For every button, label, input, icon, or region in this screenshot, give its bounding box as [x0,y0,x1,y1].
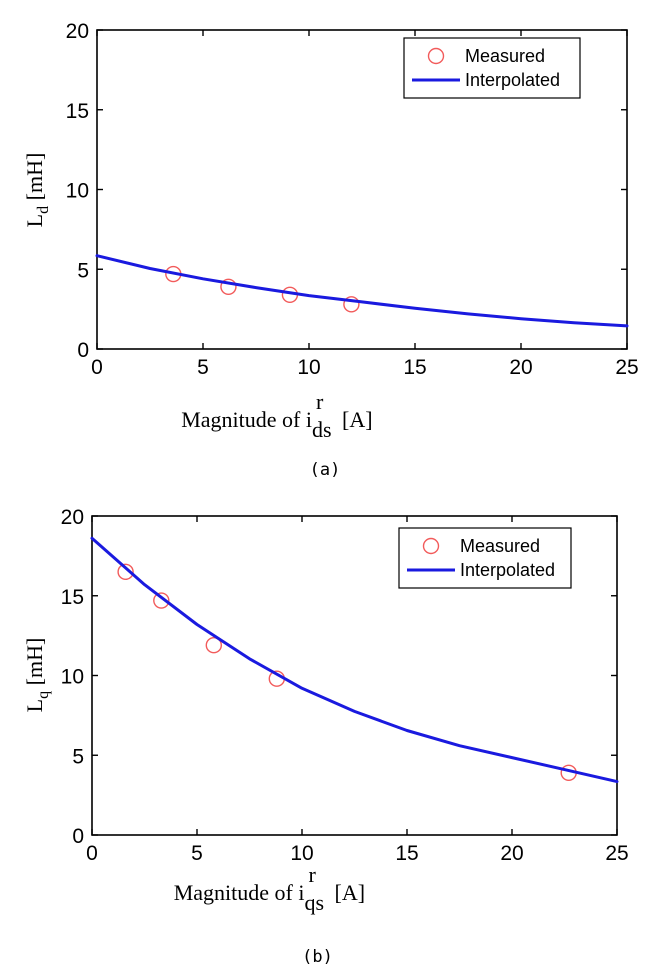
x-axis-label-prefix: Magnitude of i [181,407,312,432]
x-tick-label: 0 [91,356,103,379]
legend-label-measured: Measured [465,46,545,66]
legend-label-measured: Measured [460,536,540,556]
chart-a: 0 5 10 15 20 25 0 5 10 15 20 Measured Interpolated Ld… [22,20,639,480]
x-tick-label: 10 [297,356,320,379]
x-axis-label-subscript: ds [312,417,332,442]
x-tick-label: 25 [605,842,628,865]
series-line-interpolated [95,254,629,328]
legend-label-interpolated: Interpolated [460,560,555,580]
y-axis-label-base: L [22,699,47,712]
x-tick-label: 5 [197,356,209,379]
y-tick-label: 10 [61,666,84,689]
y-axis-label-unit: [mH] [22,153,47,206]
y-tick-label: 20 [66,20,89,43]
figure-caption: (a) [310,460,341,480]
x-tick-label: 0 [86,842,98,865]
x-axis-label-unit: [A] [342,407,373,432]
y-tick-label: 5 [77,259,89,282]
y-axis-label-unit: [mH] [22,638,47,691]
y-tick-label: 5 [72,745,84,768]
x-tick-label: 15 [395,842,418,865]
data-point-measured [153,592,170,609]
legend-label-interpolated: Interpolated [465,70,560,90]
x-tick-label: 20 [509,356,532,379]
x-tick-label: 25 [615,356,638,379]
x-axis-label-prefix: Magnitude of i [174,880,305,905]
series-line-interpolated [90,536,619,784]
legend-marker-measured [427,47,445,65]
x-axis-label-superscript: r [316,389,324,414]
y-tick-label: 20 [61,506,84,529]
x-axis-label-superscript: r [309,862,317,887]
x-tick-label: 20 [500,842,523,865]
x-tick-label: 10 [290,842,313,865]
legend-box [398,527,572,589]
y-axis-label-subscript: q [35,691,52,699]
legend-marker-measured [422,537,440,555]
y-axis-label: Ld [mH] [22,153,52,228]
y-axis-label-subscript: d [35,206,52,214]
data-point-measured [343,296,360,313]
x-axis-label-unit: [A] [335,880,366,905]
data-point-measured [205,636,223,654]
y-axis-label: Lq [mH] [22,638,52,713]
y-tick-label: 15 [66,100,89,123]
y-tick-label: 0 [77,339,89,362]
chart-b: 0 5 10 15 20 25 0 5 10 15 20 Measured Interpolated Lq… [22,506,629,967]
figure-caption: (b) [302,947,333,967]
x-axis-label-subscript: qs [305,890,325,915]
y-tick-label: 0 [72,825,84,848]
x-tick-label: 15 [403,356,426,379]
y-tick-label: 15 [61,586,84,609]
data-point-measured [117,563,134,581]
y-axis-label-base: L [22,214,47,227]
x-tick-label: 5 [191,842,203,865]
legend-box [403,37,581,99]
y-tick-label: 10 [66,180,89,203]
data-point-measured [220,278,237,295]
